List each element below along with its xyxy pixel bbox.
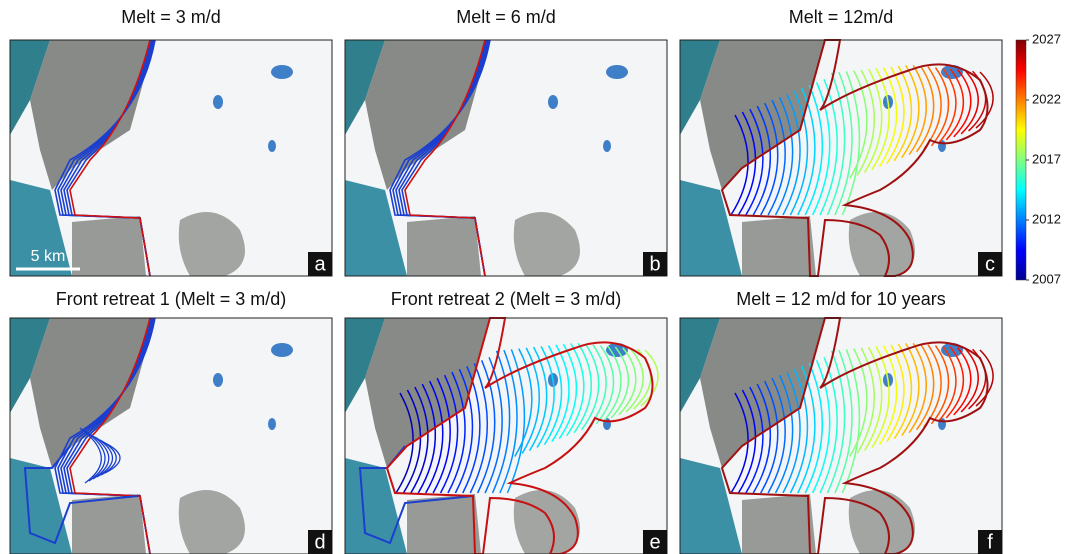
map-panel: a bbox=[10, 40, 332, 276]
map-background bbox=[680, 318, 1002, 554]
colorbar-tick-label: 2027 bbox=[1032, 31, 1061, 46]
map-background bbox=[345, 318, 667, 554]
colorbar bbox=[1016, 40, 1026, 280]
figure: a Melt = 3 m/d b Melt = 6 m/d c Melt = 12m/d d… bbox=[0, 0, 1071, 554]
panel-label: f bbox=[987, 531, 993, 553]
panel-label: d bbox=[314, 531, 325, 553]
colorbar-tick-label: 2022 bbox=[1032, 91, 1061, 106]
panel-label: b bbox=[649, 253, 660, 275]
map-background bbox=[345, 40, 667, 276]
map-panel: f bbox=[680, 318, 1002, 554]
panel-label: c bbox=[985, 253, 995, 275]
map-panel: c bbox=[680, 40, 1002, 276]
map-panel: e bbox=[345, 318, 667, 554]
colorbar-tick-label: 2017 bbox=[1032, 151, 1061, 166]
panel-label: e bbox=[649, 531, 660, 553]
colorbar-tick-label: 2012 bbox=[1032, 211, 1061, 226]
map-background bbox=[680, 40, 1002, 276]
panel-title: Melt = 12 m/d for 10 years bbox=[736, 289, 946, 309]
map-background bbox=[10, 318, 332, 554]
map-background bbox=[10, 40, 332, 276]
scale-bar-label: 5 km bbox=[31, 248, 66, 265]
map-panel: b bbox=[345, 40, 667, 276]
panel-title: Front retreat 1 (Melt = 3 m/d) bbox=[56, 289, 287, 309]
panel-label: a bbox=[314, 253, 326, 275]
colorbar-tick-label: 2007 bbox=[1032, 271, 1061, 286]
panel-title: Melt = 12m/d bbox=[789, 7, 894, 27]
panel-title: Melt = 3 m/d bbox=[121, 7, 221, 27]
map-panel: d bbox=[10, 318, 332, 554]
panel-title: Melt = 6 m/d bbox=[456, 7, 556, 27]
panel-title: Front retreat 2 (Melt = 3 m/d) bbox=[391, 289, 622, 309]
